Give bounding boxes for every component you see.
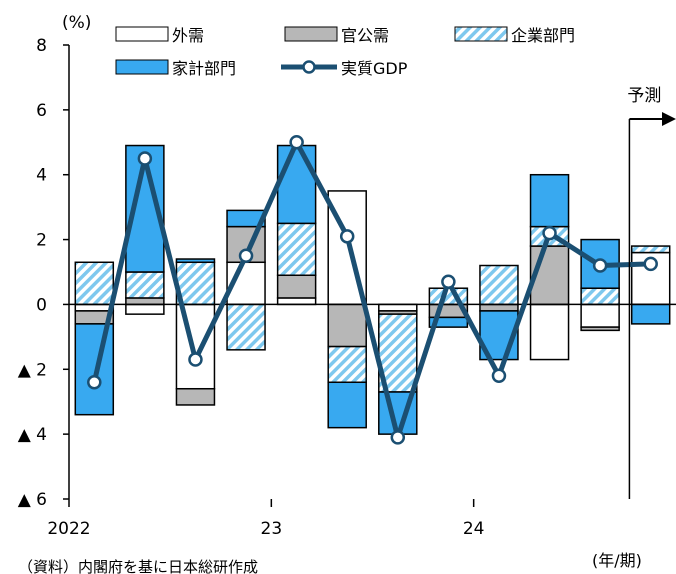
y-unit-label: (%) — [62, 13, 91, 33]
legend-label-gdp: 実質GDP — [341, 59, 408, 78]
bar-segment-public — [479, 303, 519, 312]
bar-segment-public — [580, 326, 620, 332]
gdp-point — [339, 229, 355, 244]
legend-marker-gdp — [302, 60, 316, 74]
gdp-point — [238, 248, 254, 264]
bar-segment-corporate — [630, 245, 671, 254]
x-tick-label: 24 — [463, 519, 485, 539]
gdp-point — [87, 375, 102, 390]
bar-segment-external — [276, 297, 317, 306]
bar-segment-external — [74, 303, 115, 312]
legend-swatch-household — [115, 59, 169, 75]
source-note: （資料）内閣府を基に日本総研作成 — [18, 558, 258, 574]
bar-segment-household — [74, 323, 115, 416]
y-tick-label: 2 — [36, 231, 47, 251]
forecast-arrow-icon — [662, 112, 676, 126]
bar-series — [74, 144, 671, 435]
gdp-point — [542, 225, 557, 241]
gdp-point — [390, 430, 406, 445]
bar-segment-corporate — [327, 345, 367, 384]
gdp-point — [491, 368, 507, 384]
x-tick-label: 2022 — [47, 519, 90, 539]
bar-segment-household — [276, 144, 317, 225]
forecast-marker: 予測 — [627, 86, 676, 499]
bar-segment-corporate — [226, 303, 266, 351]
bar-segment-external — [378, 303, 418, 312]
bar-segment-public — [276, 274, 317, 299]
bar-segment-external — [580, 303, 620, 328]
bar-segment-corporate — [74, 261, 115, 306]
bar-segment-external — [175, 303, 216, 390]
gdp-point — [188, 352, 203, 367]
bar-segment-external — [226, 261, 266, 306]
y-tick-label: 0 — [36, 295, 47, 315]
legend: 外需 官公需 企業部門 家計部門 実質GDP — [115, 26, 575, 78]
bar-segment-household — [327, 381, 367, 429]
forecast-label: 予測 — [627, 86, 661, 106]
legend-swatch-public — [284, 26, 338, 42]
bar-segment-household — [529, 173, 570, 228]
legend-swatch-corporate — [454, 26, 508, 42]
gdp-point — [441, 274, 456, 289]
legend-label-public: 官公需 — [341, 26, 389, 45]
x-tick-label: 23 — [261, 519, 283, 539]
bar-segment-corporate — [479, 264, 519, 306]
legend-swatch-external — [115, 26, 169, 42]
bar-segment-corporate — [125, 271, 165, 299]
y-tick-label: ▲ 6 — [18, 490, 47, 510]
y-tick-label: ▲ 2 — [18, 360, 47, 380]
gdp-point — [289, 135, 304, 150]
y-axis: 8 6 4 2 0 ▲ 2 ▲ 4 ▲ 6 — [18, 36, 70, 510]
legend-label-external: 外需 — [172, 26, 204, 45]
gdp-point — [643, 256, 658, 272]
gdp-point — [592, 258, 608, 273]
legend-label-corporate: 企業部門 — [511, 26, 575, 45]
legend-label-household: 家計部門 — [172, 59, 236, 78]
bar-segment-external — [529, 303, 570, 361]
bar-segment-corporate — [276, 222, 317, 276]
bar-segment-public — [327, 303, 367, 348]
gdp-line — [91, 139, 651, 440]
x-axis: 2022 23 24 — [47, 499, 484, 539]
bar-segment-household — [630, 303, 671, 325]
bar-segment-corporate — [580, 287, 620, 306]
y-tick-label: 4 — [36, 166, 47, 186]
y-tick-label: 8 — [36, 36, 47, 56]
bar-segment-public — [125, 297, 165, 306]
bar-segment-external — [125, 303, 165, 315]
bar-segment-public — [175, 387, 216, 406]
y-tick-label: 6 — [36, 101, 47, 121]
x-axis-unit-label: (年/期) — [592, 551, 642, 570]
bar-segment-household — [175, 258, 216, 264]
gdp-point — [137, 151, 153, 166]
y-tick-label: ▲ 4 — [18, 425, 47, 445]
gdp-line-series — [87, 135, 658, 445]
